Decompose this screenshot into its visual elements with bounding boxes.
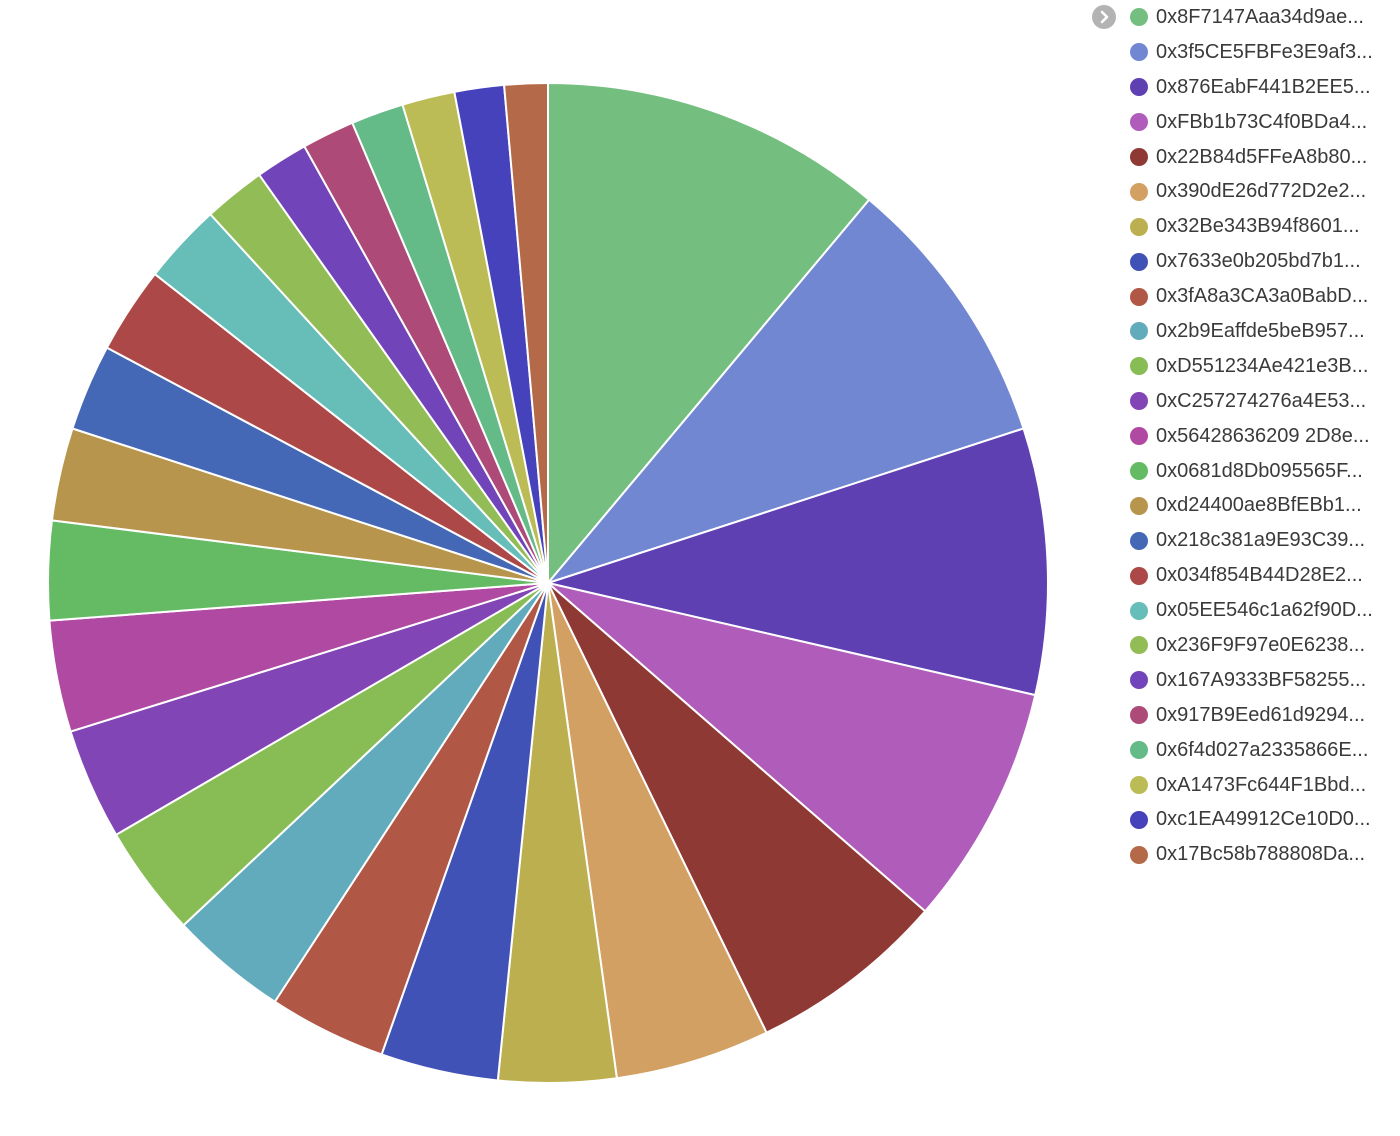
legend-item[interactable]: 0x0681d8Db095565F... <box>1130 454 1400 489</box>
legend: 0x8F7147Aaa34d9ae... 0x3f5CE5FBFe3E9af3..… <box>1130 0 1400 872</box>
legend-color-dot <box>1130 810 1148 829</box>
legend-color-dot <box>1130 636 1148 655</box>
legend-label: 0x7633e0b205bd7b1... <box>1156 250 1361 273</box>
legend-color-dot <box>1130 252 1148 271</box>
legend-color-dot <box>1130 845 1148 864</box>
legend-label: 0x56428636209 2D8e... <box>1156 424 1370 447</box>
pie-slice-2[interactable] <box>547 198 1025 584</box>
legend-label: 0x05EE546c1a62f90D... <box>1156 599 1373 622</box>
legend-item[interactable]: 0xd24400ae8BfEBb1... <box>1130 488 1400 523</box>
legend-label: 0x17Bc58b788808Da... <box>1156 843 1366 866</box>
legend-label: 0x3fA8a3CA3a0BabD... <box>1156 285 1369 308</box>
legend-color-dot <box>1130 8 1148 27</box>
legend-item[interactable]: 0xFBb1b73C4f0BDa4... <box>1130 105 1400 140</box>
legend-label: 0xd24400ae8BfEBb1... <box>1156 494 1362 517</box>
legend-label: 0x167A9333BF58255... <box>1156 668 1367 691</box>
legend-color-dot <box>1130 322 1148 341</box>
pie-slice-3[interactable] <box>547 427 1049 697</box>
legend-color-dot <box>1130 496 1148 515</box>
legend-color-dot <box>1130 392 1148 411</box>
legend-color-dot <box>1130 601 1148 620</box>
legend-label: 0x22B84d5FFeA8b80... <box>1156 145 1368 168</box>
legend-label: 0x876EabF441B2EE5... <box>1156 75 1371 98</box>
legend-color-dot <box>1130 741 1148 760</box>
legend-label: 0x32Be343B94f8601... <box>1156 215 1360 238</box>
legend-color-dot <box>1130 566 1148 585</box>
legend-item[interactable]: 0x7633e0b205bd7b1... <box>1130 244 1400 279</box>
pie-slice-25[interactable] <box>503 81 549 584</box>
legend-item[interactable]: 0x390dE26d772D2e2... <box>1130 174 1400 209</box>
pie-slice-4[interactable] <box>547 582 1037 913</box>
legend-label: 0xFBb1b73C4f0BDa4... <box>1156 110 1368 133</box>
legend-label: 0x0681d8Db095565F... <box>1156 459 1363 482</box>
legend-item[interactable]: 0x22B84d5FFeA8b80... <box>1130 140 1400 175</box>
legend-item[interactable]: 0xC257274276a4E53... <box>1130 384 1400 419</box>
legend-color-dot <box>1130 671 1148 690</box>
legend-color-dot <box>1130 78 1148 97</box>
legend-label: 0xc1EA49912Ce10D0... <box>1156 808 1371 831</box>
legend-item[interactable]: 0x05EE546c1a62f90D... <box>1130 593 1400 628</box>
legend-item[interactable]: 0x6f4d027a2335866E... <box>1130 733 1400 768</box>
legend-color-dot <box>1130 531 1148 550</box>
legend-label: 0x8F7147Aaa34d9ae... <box>1156 5 1364 28</box>
legend-color-dot <box>1130 217 1148 236</box>
legend-label: 0x236F9F97e0E6238... <box>1156 633 1366 656</box>
legend-label: 0xC257274276a4E53... <box>1156 389 1367 412</box>
legend-label: 0x3f5CE5FBFe3E9af3... <box>1156 40 1373 63</box>
legend-item[interactable]: 0x034f854B44D28E2... <box>1130 558 1400 593</box>
legend-color-dot <box>1130 148 1148 166</box>
legend-label: 0x034f854B44D28E2... <box>1156 564 1363 587</box>
legend-color-dot <box>1130 287 1148 306</box>
legend-item[interactable]: 0x167A9333BF58255... <box>1130 663 1400 698</box>
pie-slice-6[interactable] <box>547 582 768 1080</box>
legend-color-dot <box>1130 357 1148 376</box>
legend-item[interactable]: 0xA1473Fc644F1Bbd... <box>1130 768 1400 803</box>
legend-label: 0xA1473Fc644F1Bbd... <box>1156 773 1367 796</box>
legend-item[interactable]: 0xD551234Ae421e3B... <box>1130 349 1400 384</box>
legend-item[interactable]: 0x32Be343B94f8601... <box>1130 209 1400 244</box>
legend-color-dot <box>1130 462 1148 481</box>
legend-label: 0xD551234Ae421e3B... <box>1156 354 1369 377</box>
pie-slice-1[interactable] <box>547 82 871 584</box>
legend-label: 0x6f4d027a2335866E... <box>1156 738 1369 761</box>
legend-color-dot <box>1130 113 1148 132</box>
pie-chart <box>47 81 1049 1085</box>
pie-slice-5[interactable] <box>547 582 927 1034</box>
legend-label: 0x2b9Eaffde5beB957... <box>1156 319 1365 342</box>
legend-item[interactable]: 0xc1EA49912Ce10D0... <box>1130 802 1400 837</box>
legend-item[interactable]: 0x56428636209 2D8e... <box>1130 419 1400 454</box>
legend-label: 0x917B9Eed61d9294... <box>1156 703 1366 726</box>
chevron-right-icon <box>1100 10 1109 24</box>
legend-item[interactable]: 0x3fA8a3CA3a0BabD... <box>1130 279 1400 314</box>
legend-item[interactable]: 0x218c381a9E93C39... <box>1130 523 1400 558</box>
legend-label: 0x218c381a9E93C39... <box>1156 529 1366 552</box>
legend-color-dot <box>1130 427 1148 446</box>
legend-color-dot <box>1130 182 1148 201</box>
legend-toggle-button[interactable] <box>1092 5 1116 29</box>
legend-item[interactable]: 0x3f5CE5FBFe3E9af3... <box>1130 35 1400 70</box>
legend-color-dot <box>1130 43 1148 62</box>
legend-label: 0x390dE26d772D2e2... <box>1156 180 1367 203</box>
pie-slices <box>47 81 1049 1085</box>
legend-color-dot <box>1130 706 1148 725</box>
legend-item[interactable]: 0x876EabF441B2EE5... <box>1130 70 1400 105</box>
legend-item[interactable]: 0x8F7147Aaa34d9ae... <box>1130 0 1400 35</box>
legend-item[interactable]: 0x17Bc58b788808Da... <box>1130 837 1400 872</box>
legend-color-dot <box>1130 776 1148 795</box>
legend-item[interactable]: 0x236F9F97e0E6238... <box>1130 628 1400 663</box>
legend-item[interactable]: 0x917B9Eed61d9294... <box>1130 698 1400 733</box>
legend-item[interactable]: 0x2b9Eaffde5beB957... <box>1130 314 1400 349</box>
